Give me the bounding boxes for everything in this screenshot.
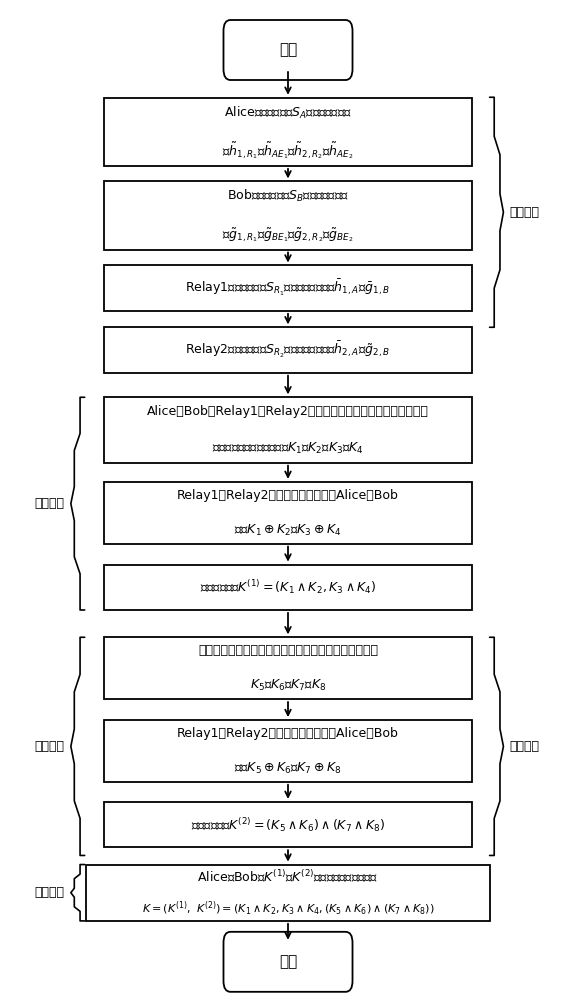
Text: Alice、Bob和Relay1、Relay2各自两两之间通过所得到的信道估计: Alice、Bob和Relay1、Relay2各自两两之间通过所得到的信道估计 bbox=[147, 405, 429, 418]
FancyBboxPatch shape bbox=[104, 720, 472, 782]
Text: 第二阶段: 第二阶段 bbox=[35, 740, 65, 753]
Text: 到$\tilde{h}_{1,R_1}$、$\tilde{h}_{AE_1}$、$\tilde{h}_{2,R_2}$、$\tilde{h}_{AE_2}$: 到$\tilde{h}_{1,R_1}$、$\tilde{h}_{AE_1}$、… bbox=[222, 140, 354, 161]
Text: Relay1和Relay2分别通过公共信道向Alice和Bob: Relay1和Relay2分别通过公共信道向Alice和Bob bbox=[177, 489, 399, 502]
Text: Alice和Bob将$K^{(1)}$、$K^{(2)}$进行结合最终生成密鑰: Alice和Bob将$K^{(1)}$、$K^{(2)}$进行结合最终生成密鑰 bbox=[198, 869, 378, 885]
Text: $K=\left(K^{(1)},\ K^{(2)}\right)=\left(K_1\wedge K_2,K_3\wedge K_4,(K_5\wedge K: $K=\left(K^{(1)},\ K^{(2)}\right)=\left(… bbox=[142, 899, 434, 918]
Text: Alice发送训练序列$S_A$进行信道估计得: Alice发送训练序列$S_A$进行信道估计得 bbox=[224, 105, 352, 121]
Text: 发送$K_1\oplus K_2$和$K_3\oplus K_4$: 发送$K_1\oplus K_2$和$K_3\oplus K_4$ bbox=[234, 522, 342, 538]
FancyBboxPatch shape bbox=[104, 802, 472, 847]
Text: 値之间的相关信息生成密鑰$K_1$、$K_2$、$K_3$、$K_4$: 値之间的相关信息生成密鑰$K_1$、$K_2$、$K_3$、$K_4$ bbox=[212, 441, 364, 456]
Text: 结束: 结束 bbox=[279, 954, 297, 969]
Text: 发送$K_5\oplus K_6$和$K_7\oplus K_8$: 发送$K_5\oplus K_6$和$K_7\oplus K_8$ bbox=[234, 761, 342, 776]
Text: 第一阶段: 第一阶段 bbox=[35, 497, 65, 510]
Text: 通过提取合法信道与窃听信道之间的相关信息生成密鑰: 通过提取合法信道与窃听信道之间的相关信息生成密鑰 bbox=[198, 644, 378, 657]
Text: 第三阶段: 第三阶段 bbox=[35, 886, 65, 899]
Text: 开始: 开始 bbox=[279, 43, 297, 58]
Text: $K_5$、$K_6$、$K_7$、$K_8$: $K_5$、$K_6$、$K_7$、$K_8$ bbox=[250, 678, 326, 693]
FancyBboxPatch shape bbox=[104, 565, 472, 610]
FancyBboxPatch shape bbox=[104, 265, 472, 311]
FancyBboxPatch shape bbox=[104, 98, 472, 166]
Text: Relay1和Relay2分别通过公共信道向Alice和Bob: Relay1和Relay2分别通过公共信道向Alice和Bob bbox=[177, 727, 399, 740]
Text: 密鑰协商: 密鑰协商 bbox=[510, 740, 540, 753]
Text: Relay1发送训练序列$S_{R_1}$进行信道估计得到$\bar{h}_{1,A}$和$\bar{g}_{1,B}$: Relay1发送训练序列$S_{R_1}$进行信道估计得到$\bar{h}_{1… bbox=[185, 278, 391, 298]
FancyBboxPatch shape bbox=[104, 327, 472, 373]
Text: Relay2发送训练序列$S_{R_2}$进行信道估计得到$\bar{h}_{2,A}$和$\tilde{g}_{2,B}$: Relay2发送训练序列$S_{R_2}$进行信道估计得到$\bar{h}_{2… bbox=[185, 340, 391, 360]
FancyBboxPatch shape bbox=[104, 637, 472, 699]
FancyBboxPatch shape bbox=[223, 20, 353, 80]
FancyBboxPatch shape bbox=[104, 397, 472, 463]
Text: 到$\tilde{g}_{1,R_1}$、$\tilde{g}_{BE_1}$、$\tilde{g}_{2,R_2}$、$\tilde{g}_{BE_2}$: 到$\tilde{g}_{1,R_1}$、$\tilde{g}_{BE_1}$、… bbox=[222, 226, 354, 244]
Text: 信道估计: 信道估计 bbox=[510, 206, 540, 219]
Text: Bob发送训练序列$S_B$进行信道估计得: Bob发送训练序列$S_B$进行信道估计得 bbox=[227, 188, 349, 204]
FancyBboxPatch shape bbox=[104, 181, 472, 250]
FancyBboxPatch shape bbox=[104, 482, 472, 544]
FancyBboxPatch shape bbox=[86, 865, 490, 921]
Text: 生成独立密鑰$K^{(2)}=(K_5\wedge K_6)\wedge(K_7\wedge K_8)$: 生成独立密鑰$K^{(2)}=(K_5\wedge K_6)\wedge(K_7… bbox=[191, 816, 385, 834]
FancyBboxPatch shape bbox=[223, 932, 353, 992]
Text: 生成独立密鑰$K^{(1)}=(K_1\wedge K_2,K_3\wedge K_4)$: 生成独立密鑰$K^{(1)}=(K_1\wedge K_2,K_3\wedge … bbox=[200, 578, 376, 596]
